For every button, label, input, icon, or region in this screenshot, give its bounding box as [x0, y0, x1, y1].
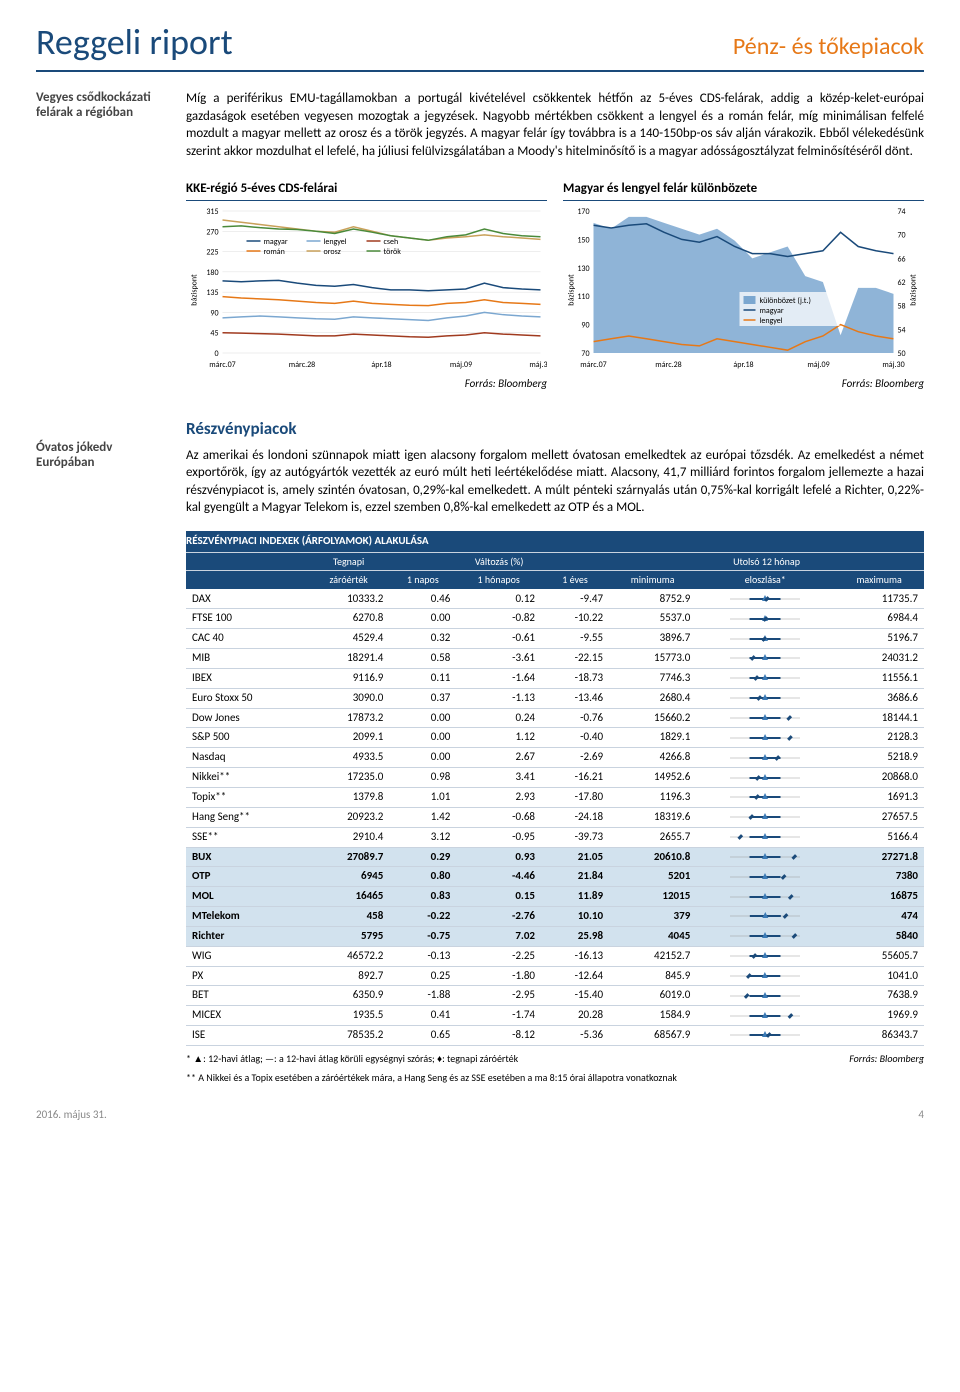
svg-text:74: 74 — [898, 207, 906, 217]
table-row: MTelekom458-0.22-2.7610.10379474 — [186, 907, 924, 927]
svg-text:170: 170 — [577, 207, 589, 217]
table-row: Topix**1379.81.012.93-17.801196.31691.3 — [186, 787, 924, 807]
svg-text:110: 110 — [577, 292, 589, 302]
svg-text:66: 66 — [898, 254, 906, 264]
svg-text:45: 45 — [210, 328, 218, 338]
table-row: BET6350.9-1.88-2.95-15.406019.07638.9 — [186, 986, 924, 1006]
table-row: IBEX9116.90.11-1.64-18.737746.311556.1 — [186, 668, 924, 688]
svg-text:54: 54 — [898, 325, 906, 335]
page-footer: 2016. május 31. 4 — [36, 1108, 924, 1121]
chart1-title: KKE-régió 5-éves CDS-felárai — [186, 180, 547, 201]
body-paragraph-equity: Az amerikai és londoni szünnapok miatt i… — [186, 447, 924, 517]
svg-text:cseh: cseh — [384, 237, 399, 247]
svg-text:225: 225 — [206, 247, 218, 257]
svg-text:90: 90 — [210, 308, 218, 318]
svg-text:130: 130 — [577, 264, 589, 274]
svg-text:máj.30: máj.30 — [882, 360, 904, 370]
footer-date: 2016. május 31. — [36, 1108, 107, 1121]
table-row: CAC 404529.40.32-0.61-9.553896.75196.7 — [186, 629, 924, 649]
sidebar-note-equity: Óvatos jókedv Európában — [36, 440, 168, 470]
table-row: Dow Jones17873.20.000.24-0.7615660.21814… — [186, 708, 924, 728]
svg-text:máj.09: máj.09 — [450, 360, 472, 370]
table-footnote-1: * ▲: 12-havi átlag; —: a 12-havi átlag k… — [186, 1052, 924, 1065]
svg-text:135: 135 — [206, 288, 218, 298]
svg-text:270: 270 — [206, 227, 218, 237]
svg-text:román: román — [264, 247, 285, 257]
svg-text:180: 180 — [206, 268, 218, 278]
table-row: Nikkei**17235.00.983.41-16.2114952.62086… — [186, 768, 924, 788]
table-row: MICEX1935.50.41-1.7420.281584.91969.9 — [186, 1006, 924, 1026]
svg-text:orosz: orosz — [324, 247, 341, 257]
svg-text:máj.09: máj.09 — [807, 360, 829, 370]
svg-text:58: 58 — [898, 301, 906, 311]
svg-text:70: 70 — [581, 349, 589, 359]
table-row: Nasdaq4933.50.002.67-2.694266.85218.9 — [186, 748, 924, 768]
svg-text:márc.07: márc.07 — [580, 360, 606, 370]
table-footnote-2: ** A Nikkei és a Topix esetében a záróér… — [186, 1071, 924, 1084]
table-row: PX892.70.25-1.80-12.64845.91041.0 — [186, 966, 924, 986]
equity-index-table-body: TegnapiVáltozás (%)Utolsó 12 hónapzáróér… — [186, 553, 924, 1046]
svg-text:0: 0 — [214, 349, 218, 359]
svg-text:70: 70 — [898, 230, 906, 240]
svg-text:90: 90 — [581, 320, 589, 330]
table-row: Euro Stoxx 503090.00.37-1.13-13.462680.4… — [186, 688, 924, 708]
header-title: Reggeli riport — [36, 20, 233, 64]
table-row: SSE**2910.43.12-0.95-39.732655.75166.4 — [186, 827, 924, 847]
table-row: FTSE 1006270.80.00-0.82-10.225537.06984.… — [186, 609, 924, 629]
table-row: DAX10333.20.460.12-9.478752.911735.7 — [186, 589, 924, 609]
chart1-source: Forrás: Bloomberg — [186, 377, 547, 392]
chart-cds-region: KKE-régió 5-éves CDS-felárai 0 45 90 135 180… — [186, 180, 547, 391]
table-row: Richter5795-0.757.0225.9840455840 — [186, 926, 924, 946]
table-row: MIB18291.40.58-3.61-22.1515773.024031.2 — [186, 649, 924, 669]
svg-text:márc.07: márc.07 — [209, 360, 235, 370]
svg-text:márc.28: márc.28 — [655, 360, 681, 370]
svg-text:bázispont: bázispont — [909, 274, 919, 306]
table-row: Hang Seng**20923.21.42-0.68-24.1818319.6… — [186, 807, 924, 827]
svg-text:máj.30: máj.30 — [529, 360, 547, 370]
svg-text:lengyel: lengyel — [760, 316, 783, 326]
page-header: Reggeli riport Pénz- és tőkepiacok — [36, 20, 924, 72]
svg-text:ápr.18: ápr.18 — [371, 360, 391, 370]
sidebar-note-cds: Vegyes csődkockázati felárak a régióban — [36, 90, 168, 160]
chart-hu-pl-diff: Magyar és lengyel felár különbözete 70 90… — [563, 180, 924, 391]
table-footnote-source: Forrás: Bloomberg — [849, 1052, 924, 1065]
table-row: WIG46572.2-0.13-2.25-16.1342152.755605.7 — [186, 946, 924, 966]
svg-text:magyar: magyar — [264, 237, 288, 247]
svg-text:50: 50 — [898, 349, 906, 359]
svg-text:lengyel: lengyel — [324, 237, 347, 247]
svg-text:ápr.18: ápr.18 — [733, 360, 753, 370]
svg-text:bázispont: bázispont — [567, 274, 577, 306]
table-row: MOL164650.830.1511.891201516875 — [186, 887, 924, 907]
body-paragraph-cds: Míg a periférikus EMU-tagállamokban a po… — [186, 90, 924, 160]
table-row: S&P 5002099.10.001.12-0.401829.12128.3 — [186, 728, 924, 748]
table-row: ISE78535.20.65-8.12-5.3668567.986343.7 — [186, 1026, 924, 1046]
svg-text:150: 150 — [577, 235, 589, 245]
svg-text:márc.28: márc.28 — [289, 360, 315, 370]
svg-text:315: 315 — [206, 207, 218, 217]
svg-text:magyar: magyar — [760, 306, 784, 316]
footer-page: 4 — [918, 1108, 924, 1121]
equity-index-table: RÉSZVÉNYPIACI INDEXEK (ÁRFOLYAMOK) ALAKU… — [186, 531, 924, 553]
svg-text:különbözet (j.t.): különbözet (j.t.) — [760, 296, 811, 306]
svg-text:török: török — [384, 247, 402, 257]
table-row: BUX27089.70.290.9321.0520610.827271.8 — [186, 847, 924, 867]
header-subtitle: Pénz- és tőkepiacok — [733, 32, 924, 61]
svg-text:bázispont: bázispont — [190, 274, 200, 306]
svg-text:62: 62 — [898, 278, 906, 288]
table-title: RÉSZVÉNYPIACI INDEXEK (ÁRFOLYAMOK) ALAKU… — [186, 531, 924, 552]
table-row: OTP69450.80-4.4621.8452017380 — [186, 867, 924, 887]
chart2-title: Magyar és lengyel felár különbözete — [563, 180, 924, 201]
section-title-equity: Részvénypiacok — [186, 418, 924, 441]
chart2-source: Forrás: Bloomberg — [563, 377, 924, 392]
